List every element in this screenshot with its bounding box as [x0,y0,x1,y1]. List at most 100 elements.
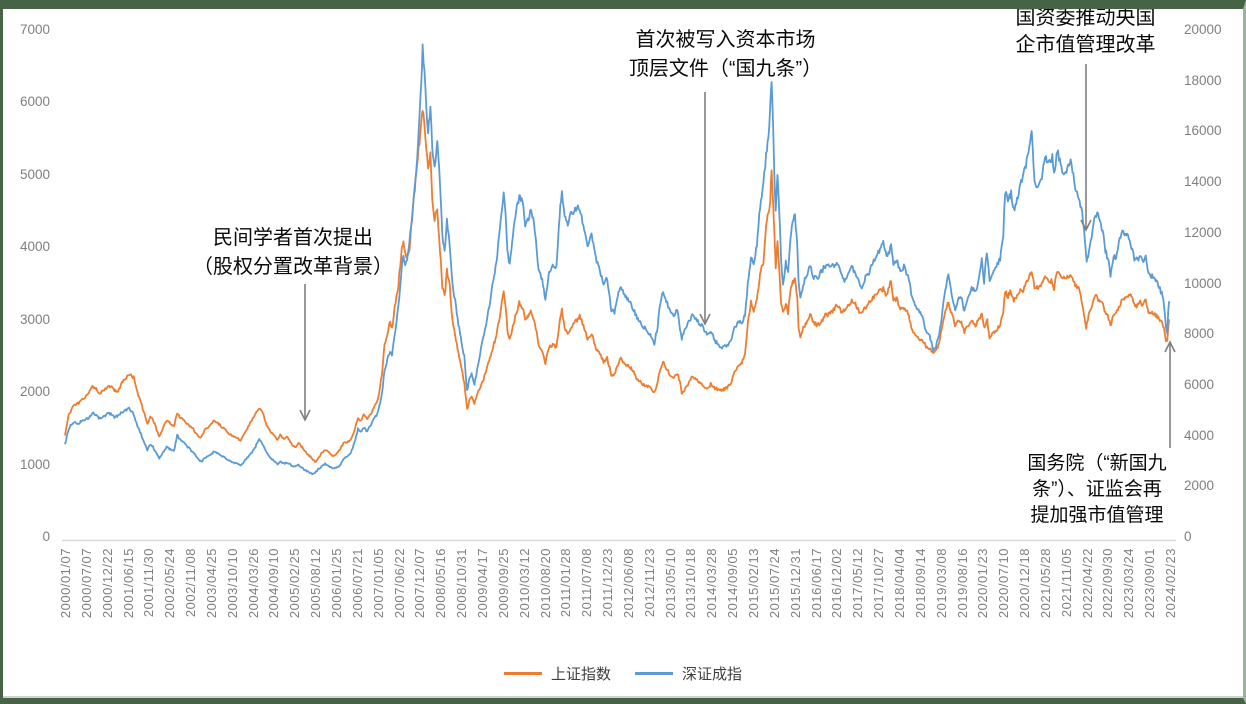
y-axis-tick-label: 10000 [1184,275,1222,291]
y-axis-tick-label: 20000 [1184,22,1222,37]
x-axis-tick-label: 2012/06/08 [620,548,636,619]
x-axis-tick-label: 2007/12/07 [412,548,428,619]
x-axis-tick-label: 2017/10/27 [871,548,887,619]
x-axis-tick-label: 2016/12/02 [829,548,845,619]
x-axis-tick-label: 2011/12/23 [600,548,616,618]
x-axis-tick-label: 2006/07/21 [349,548,365,619]
x-axis-tick-label: 2001/11/30 [141,548,157,618]
annotation-line: 顶层文件（“国九条”） [628,58,823,80]
x-axis-tick-label: 2006/01/25 [329,548,345,619]
x-axis-tick-label: 2014/03/28 [704,548,720,619]
x-axis-tick-label: 2017/05/12 [850,548,866,619]
x-axis-tick-label: 2011/07/08 [579,548,595,618]
x-axis-tick-label: 2001/06/15 [120,548,136,619]
annotation-guojiutiao-2014: 首次被写入资本市场 顶层文件（“国九条”） [588,26,863,84]
y-axis-tick-label: 5000 [19,166,50,182]
x-axis-tick-label: 2015/07/24 [766,548,782,619]
x-axis-tick-label: 2007/01/05 [370,548,386,619]
annotation-new-guojiutiao: 国务院（“新国九 条”）、证监会再 提加强市值管理 [1008,451,1186,529]
y-axis-tick-label: 4000 [1184,427,1215,443]
x-axis-tick-label: 2013/05/10 [662,548,678,619]
legend-item-sz: 深证成指 [635,663,742,684]
x-axis-tick-label: 2019/03/08 [933,548,949,619]
y-axis-tick-label: 12000 [1184,224,1222,240]
x-axis-tick-label: 2009/04/17 [474,548,490,619]
annotation-arrowhead [699,313,711,326]
y-axis-tick-label: 14000 [1184,174,1222,190]
annotation-line: 企市值管理改革 [1015,34,1156,56]
x-axis-tick-label: 2013/10/18 [683,548,699,619]
frame-hairline [0,696,1246,698]
x-axis-tick-label: 2021/11/05 [1058,548,1074,618]
x-axis-tick-label: 2015/02/13 [746,548,762,619]
x-axis-tick-label: 2004/09/10 [266,548,282,619]
x-axis-tick-label: 2020/01/23 [975,548,991,619]
y-axis-tick-label: 8000 [1184,326,1215,342]
x-axis-tick-label: 2012/11/23 [641,548,657,618]
y-axis-tick-label: 4000 [19,239,50,255]
y-axis-tick-label: 18000 [1184,72,1222,88]
x-axis-tick-label: 2005/02/25 [287,548,303,619]
legend-label-sz: 深证成指 [682,665,743,683]
x-axis-tick-label: 2023/09/01 [1142,548,1158,619]
x-axis-tick-label: 2004/03/26 [245,548,261,619]
y-axis-tick-label: 2000 [1184,478,1215,494]
x-axis-tick-label: 2022/04/22 [1079,548,1095,619]
x-axis-tick-label: 2014/09/05 [725,548,741,619]
x-axis-tick-label: 2020/12/18 [1017,548,1033,619]
x-axis-tick-label: 2000/12/22 [99,548,115,619]
annotation-line: 国资委推动央国 [1015,7,1156,29]
annotation-line: 首次被写入资本市场 [635,29,816,51]
sz-index-line [64,43,1170,476]
x-axis-tick-label: 2003/10/10 [224,548,240,619]
x-axis-tick-label: 2010/03/12 [516,548,532,619]
y-axis-tick-label: 0 [42,529,50,544]
annotation-line: 条”）、证监会再 [1032,479,1162,500]
x-axis-tick-label: 2020/07/10 [996,548,1012,619]
x-axis-tick-label: 2019/08/16 [954,548,970,619]
annotation-line: 提加强市值管理 [1030,505,1164,526]
annotation-line: （股权分置改革背景） [193,256,393,278]
y-axis-tick-label: 3000 [19,311,50,327]
x-axis-tick-label: 2003/04/25 [203,548,219,619]
x-axis-tick-label: 2018/04/04 [891,548,907,619]
x-axis-tick-label: 2008/05/16 [433,548,449,619]
legend-item-sh: 上证指数 [503,663,611,684]
sh-line-swatch [503,671,542,675]
x-axis-tick-label: 2008/10/31 [454,548,470,619]
x-axis-tick-label: 2018/09/14 [912,548,928,619]
sh-index-line [64,110,1170,463]
x-axis-tick-label: 2002/05/24 [162,548,178,619]
annotation-arrowhead [299,409,311,422]
x-axis-tick-label: 2009/09/25 [495,548,511,619]
x-axis-tick-label: 2005/08/12 [308,548,324,619]
x-axis-tick-label: 2016/06/17 [808,548,824,619]
chart-legend: 上证指数 深证成指 [0,661,1246,685]
annotation-arrowhead [1080,219,1092,232]
x-axis-tick-label: 2000/07/07 [78,548,94,619]
y-axis-tick-label: 1000 [19,456,50,472]
y-axis-tick-label: 2000 [19,384,50,400]
legend-label-sh: 上证指数 [550,665,611,683]
y-axis-tick-label: 0 [1184,529,1192,544]
annotation-shareholding-reform: 民间学者首次提出 （股权分置改革背景） [168,224,418,282]
x-axis-tick-label: 2000/01/07 [58,548,73,619]
annotation-line: 民间学者首次提出 [213,227,373,249]
x-axis-tick-label: 2011/01/28 [558,548,574,618]
y-axis-tick-label: 6000 [1184,376,1215,392]
x-axis-tick-label: 2007/06/22 [391,548,407,619]
x-axis-tick-label: 2015/12/31 [787,548,803,619]
x-axis-tick-label: 2021/05/28 [1037,548,1053,619]
sz-line-swatch [635,671,673,675]
y-axis-tick-label: 6000 [19,94,50,110]
x-axis-tick-label: 2024/02/23 [1163,548,1178,619]
annotation-sasac-reform: 国资委推动央国 企市值管理改革 [993,5,1178,59]
y-axis-tick-label: 7000 [19,22,50,37]
annotation-line: 国务院（“新国九 [1027,453,1167,474]
x-axis-tick-label: 2002/11/08 [183,548,199,618]
annotation-arrowhead [1164,340,1176,353]
x-axis-tick-label: 2010/08/20 [537,548,553,619]
y-axis-tick-label: 16000 [1184,123,1222,139]
x-axis-tick-label: 2022/09/30 [1100,548,1116,619]
